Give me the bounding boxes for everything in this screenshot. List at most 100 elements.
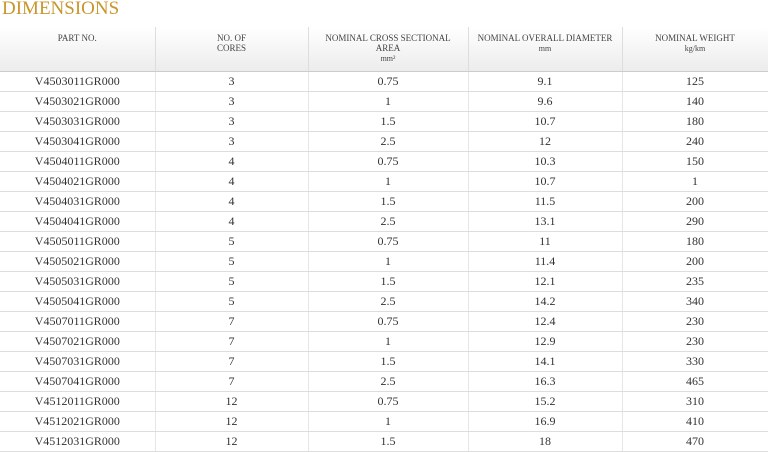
table-row: V4512011GR000 12 0.75 15.2 310	[0, 391, 768, 412]
table-cell: 410	[622, 411, 768, 432]
header-cell: NOMINAL OVERALL DIAMETER mm	[468, 27, 623, 72]
table-cell: 11.5	[468, 191, 623, 212]
table-cell: 1	[308, 411, 469, 432]
table-cell: 11.4	[468, 251, 623, 272]
table-cell: 9.6	[468, 91, 623, 112]
table-cell: 10.3	[468, 151, 623, 172]
table-cell: 1	[622, 171, 768, 192]
table-row: V4504021GR000 4 1 10.7 1	[0, 171, 768, 192]
table-cell: 465	[622, 371, 768, 392]
table-cell: 230	[622, 311, 768, 332]
table-cell: 12.4	[468, 311, 623, 332]
table-cell: 9.1	[468, 71, 623, 92]
table-cell: 200	[622, 251, 768, 272]
table-cell: V4504021GR000	[0, 171, 156, 192]
table-cell: 0.75	[308, 231, 469, 252]
table-row: V4507021GR000 7 1 12.9 230	[0, 331, 768, 352]
header-cell: NO. OF CORES	[155, 27, 309, 72]
table-cell: 18	[468, 431, 623, 452]
table-cell: 4	[155, 191, 309, 212]
table-row: V4503031GR000 3 1.5 10.7 180	[0, 111, 768, 132]
header-row: PART NO. NO. OF CORES NOMINAL CROSS SECTIO…	[0, 27, 768, 72]
table-cell: 0.75	[308, 71, 469, 92]
table-cell: 0.75	[308, 311, 469, 332]
table-cell: 1.5	[308, 191, 469, 212]
table-cell: V4503011GR000	[0, 71, 156, 92]
table-cell: V4512031GR000	[0, 431, 156, 452]
table-cell: 12	[155, 411, 309, 432]
table-row: V4505021GR000 5 1 11.4 200	[0, 251, 768, 272]
header-label: NOMINAL CROSS SECTIONAL AREA	[325, 33, 451, 53]
table-row: V4503021GR000 3 1 9.6 140	[0, 91, 768, 112]
table-cell: 16.3	[468, 371, 623, 392]
dimensions-table: PART NO. NO. OF CORES NOMINAL CROSS SECTIO…	[0, 27, 768, 452]
table-cell: V4503021GR000	[0, 91, 156, 112]
table-cell: 5	[155, 291, 309, 312]
table-cell: 470	[622, 431, 768, 452]
table-cell: 235	[622, 271, 768, 292]
table-cell: V4505021GR000	[0, 251, 156, 272]
table-cell: 0.75	[308, 151, 469, 172]
table-cell: 1.5	[308, 271, 469, 292]
table-cell: 3	[155, 91, 309, 112]
table-cell: 4	[155, 211, 309, 232]
table-cell: 7	[155, 371, 309, 392]
table-cell: 230	[622, 331, 768, 352]
table-row: V4512021GR000 12 1 16.9 410	[0, 411, 768, 432]
table-row: V4505041GR000 5 2.5 14.2 340	[0, 291, 768, 312]
table-cell: 240	[622, 131, 768, 152]
table-cell: 330	[622, 351, 768, 372]
header-unit: mm	[538, 44, 552, 53]
table-row: V4507031GR000 7 1.5 14.1 330	[0, 351, 768, 372]
table-cell: 1	[308, 331, 469, 352]
table-cell: 3	[155, 71, 309, 92]
header-label: PART NO.	[57, 33, 97, 43]
header-cell: PART NO.	[0, 27, 156, 72]
table-cell: V4507031GR000	[0, 351, 156, 372]
table-cell: 14.2	[468, 291, 623, 312]
table-cell: 3	[155, 131, 309, 152]
table-cell: V4505031GR000	[0, 271, 156, 292]
table-cell: 1	[308, 171, 469, 192]
table-cell: 2.5	[308, 131, 469, 152]
table-cell: 15.2	[468, 391, 623, 412]
table-cell: 12.1	[468, 271, 623, 292]
table-cell: 180	[622, 231, 768, 252]
table-cell: 1.5	[308, 111, 469, 132]
table-cell: 12.9	[468, 331, 623, 352]
table-cell: V4507041GR000	[0, 371, 156, 392]
table-cell: V4507021GR000	[0, 331, 156, 352]
table-cell: 10.7	[468, 171, 623, 192]
table-cell: 150	[622, 151, 768, 172]
table-cell: 290	[622, 211, 768, 232]
table-cell: 1.5	[308, 351, 469, 372]
table-cell: 11	[468, 231, 623, 252]
table-cell: 5	[155, 231, 309, 252]
table-cell: 200	[622, 191, 768, 212]
table-cell: 16.9	[468, 411, 623, 432]
table-cell: V4512011GR000	[0, 391, 156, 412]
table-body: V4503011GR000 3 0.75 9.1 125 V4503021GR000 3 1 9…	[0, 71, 768, 452]
table-row: V4512031GR000 12 1.5 18 470	[0, 431, 768, 452]
table-cell: 10.7	[468, 111, 623, 132]
header-cell: NOMINAL CROSS SECTIONAL AREA mm²	[308, 27, 469, 72]
table-cell: 13.1	[468, 211, 623, 232]
table-cell: 4	[155, 151, 309, 172]
table-cell: V4504011GR000	[0, 151, 156, 172]
table-cell: 2.5	[308, 211, 469, 232]
table-cell: 4	[155, 171, 309, 192]
header-label: NOMINAL WEIGHT	[655, 33, 735, 43]
table-cell: 14.1	[468, 351, 623, 372]
table-cell: 180	[622, 111, 768, 132]
table-cell: 2.5	[308, 371, 469, 392]
table-cell: 5	[155, 271, 309, 292]
table-cell: 140	[622, 91, 768, 112]
header-label: NOMINAL OVERALL DIAMETER	[477, 33, 613, 43]
table-cell: V4503031GR000	[0, 111, 156, 132]
table-cell: 0.75	[308, 391, 469, 412]
table-row: V4504041GR000 4 2.5 13.1 290	[0, 211, 768, 232]
table-cell: V4505041GR000	[0, 291, 156, 312]
table-cell: 1.5	[308, 431, 469, 452]
table-row: V4503041GR000 3 2.5 12 240	[0, 131, 768, 152]
